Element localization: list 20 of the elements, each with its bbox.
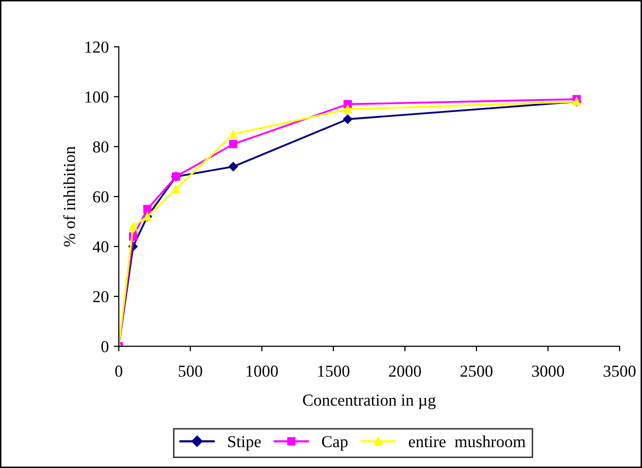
x-tick-label: 2500 (460, 366, 492, 377)
y-tick-label: 80 (93, 141, 108, 153)
y-tick-label: 60 (93, 191, 108, 203)
x-tick-label: 0 (115, 366, 122, 377)
y-tick-label: 40 (92, 241, 108, 252)
y-tick-label: 120 (86, 42, 108, 53)
x-tick-label: 3500 (604, 366, 636, 377)
y-tick-label: 20 (93, 291, 108, 302)
x-tick-label: 3000 (532, 366, 564, 377)
legend-label: Cap (322, 436, 348, 451)
legend-label: entire mushroom (408, 436, 526, 448)
y-tick-label: 0 (101, 341, 108, 352)
y-tick-label: 100 (86, 91, 108, 103)
legend-label: Stipe (228, 436, 261, 451)
x-tick-label: 1000 (246, 366, 278, 377)
x-axis-title: Concentration in µg (303, 394, 436, 410)
y-axis-title: % of inhibition (63, 146, 76, 246)
x-tick-label: 500 (178, 366, 202, 377)
x-tick-label: 2000 (388, 366, 421, 377)
x-tick-label: 1500 (318, 366, 350, 377)
